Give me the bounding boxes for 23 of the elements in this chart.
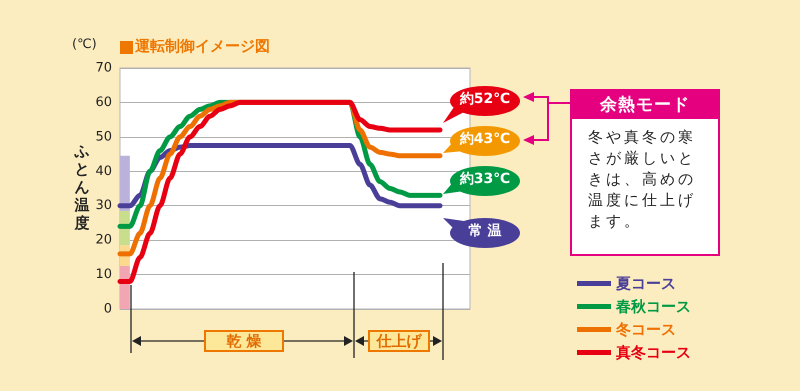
y-tick-label: 10 bbox=[95, 267, 112, 282]
y-tick-label: 40 bbox=[95, 164, 112, 179]
annotation: 約33℃ bbox=[458, 170, 512, 188]
y-tick-label: 20 bbox=[95, 232, 112, 248]
chart-title: 運転制御イメージ図 bbox=[135, 37, 270, 56]
y-tick-label: 0 bbox=[104, 302, 112, 316]
y-tick-label: 60 bbox=[95, 94, 112, 110]
legend-label: 夏コース bbox=[615, 274, 676, 292]
y-tick-label: 50 bbox=[95, 129, 112, 144]
y-tick-label: 70 bbox=[95, 60, 112, 76]
annotation: 常 温 bbox=[468, 222, 502, 240]
annotation: 約43℃ bbox=[458, 130, 512, 148]
y-axis-title: ふとん温度 bbox=[73, 142, 90, 232]
legend-label: 冬コース bbox=[615, 320, 676, 338]
text: 仕上げ bbox=[368, 330, 430, 352]
legend-label: 春秋コース bbox=[615, 298, 691, 316]
text: 余熱モード bbox=[572, 91, 718, 119]
text: 冬や真冬の寒さが厳しいときは、高めの温度に仕上げます。 bbox=[588, 127, 697, 232]
annotation: 約52℃ bbox=[458, 90, 512, 108]
text: 乾 燥 bbox=[204, 330, 284, 352]
legend-label: 真冬コース bbox=[615, 344, 691, 362]
y-tick-label: 30 bbox=[95, 198, 112, 214]
text: (℃) bbox=[72, 37, 97, 52]
